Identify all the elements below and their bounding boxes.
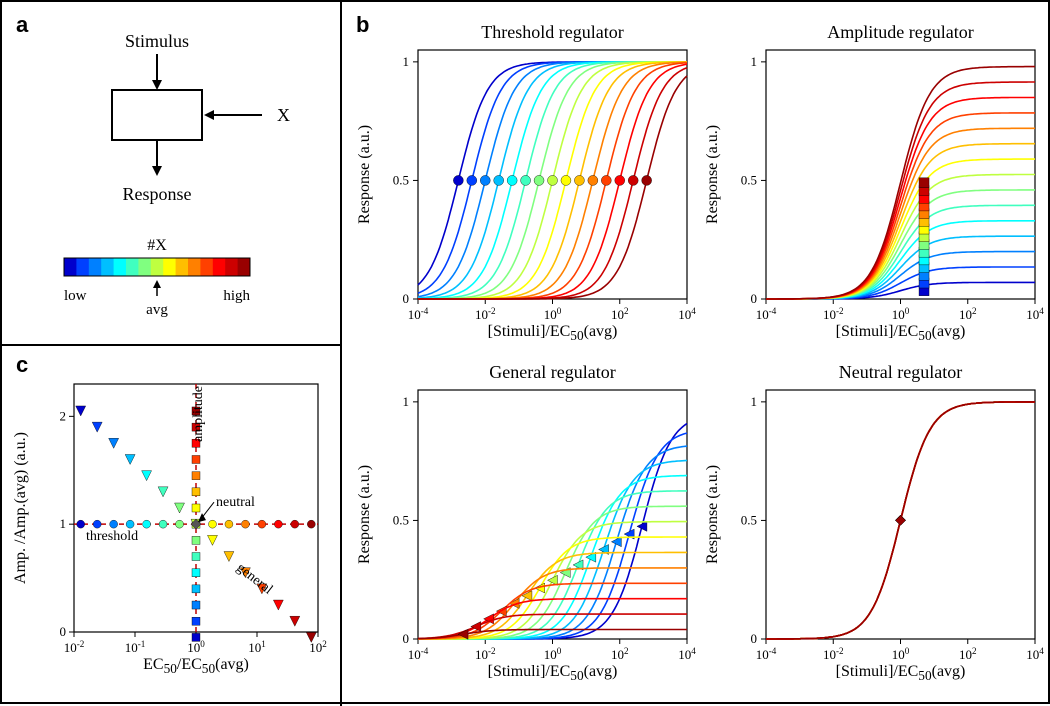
chart-amplitude: Amplitude regulator 10-4 10-2 100 102 104 0 0.5… bbox=[702, 20, 1047, 355]
svg-text:102: 102 bbox=[611, 646, 629, 662]
svg-text:1: 1 bbox=[60, 516, 67, 531]
svg-text:0: 0 bbox=[751, 631, 758, 646]
svg-text:0.5: 0.5 bbox=[393, 172, 409, 187]
svg-text:100: 100 bbox=[892, 306, 910, 322]
svg-text:neutral: neutral bbox=[216, 495, 255, 510]
svg-text:Amplitude regulator: Amplitude regulator bbox=[827, 22, 973, 42]
svg-text:threshold: threshold bbox=[86, 529, 138, 544]
svg-text:amplitude: amplitude bbox=[191, 386, 206, 442]
chart-neutral: Neutral regulator10-410-210010210400.51[… bbox=[702, 360, 1047, 695]
svg-text:high: high bbox=[223, 288, 250, 304]
svg-text:General regulator: General regulator bbox=[489, 362, 615, 382]
svg-text:0.5: 0.5 bbox=[393, 512, 409, 527]
svg-text:1: 1 bbox=[403, 54, 410, 69]
svg-text:Threshold regulator: Threshold regulator bbox=[481, 22, 623, 42]
svg-text:1: 1 bbox=[403, 394, 410, 409]
panel-c: c 10-210-1100101102012EC50/EC50(avg)Amp.… bbox=[2, 346, 340, 706]
panel-c-label: c bbox=[16, 352, 28, 378]
panel-c-chart: 10-210-1100101102012EC50/EC50(avg)Amp. /… bbox=[12, 376, 332, 696]
svg-text:100: 100 bbox=[544, 646, 562, 662]
svg-text:general: general bbox=[234, 561, 276, 598]
chart-neutral: Neutral regulator10-410-210010210400.51[… bbox=[702, 360, 1047, 695]
svg-text:0.5: 0.5 bbox=[741, 172, 757, 187]
svg-text:low: low bbox=[64, 288, 87, 304]
svg-text:100: 100 bbox=[892, 646, 910, 662]
svg-text:104: 104 bbox=[1026, 306, 1044, 322]
svg-text:10-2: 10-2 bbox=[823, 306, 844, 322]
svg-text:0.5: 0.5 bbox=[741, 512, 757, 527]
panel-a: a Stimulus X Response #X low high avg bbox=[2, 2, 340, 344]
svg-text:Neutral regulator: Neutral regulator bbox=[839, 362, 962, 382]
svg-text:104: 104 bbox=[678, 646, 696, 662]
svg-text:104: 104 bbox=[678, 306, 696, 322]
svg-text:1: 1 bbox=[751, 54, 758, 69]
svg-text:Response: Response bbox=[123, 184, 192, 204]
svg-text:10-4: 10-4 bbox=[408, 306, 429, 322]
chart-general: General regulator10-410-210010210400.51[… bbox=[354, 360, 699, 695]
chart-amplitude: Amplitude regulator 10-4 10-2 100 102 104 0 0.5… bbox=[702, 20, 1047, 355]
svg-text:Stimulus: Stimulus bbox=[125, 31, 189, 51]
svg-text:100: 100 bbox=[544, 306, 562, 322]
svg-text:10-2: 10-2 bbox=[823, 646, 844, 662]
chart-threshold: Threshold regulator 10-4 10-2 100 102 104 0 0.5… bbox=[354, 20, 699, 355]
svg-text:0: 0 bbox=[60, 624, 67, 639]
svg-text:0: 0 bbox=[751, 291, 758, 306]
svg-text:X: X bbox=[277, 105, 290, 125]
svg-text:1: 1 bbox=[751, 394, 758, 409]
svg-text:102: 102 bbox=[959, 646, 977, 662]
svg-text:10-4: 10-4 bbox=[756, 646, 777, 662]
svg-text:102: 102 bbox=[611, 306, 629, 322]
chart-threshold: Threshold regulator 10-4 10-2 100 102 104 0 0.5… bbox=[354, 20, 699, 355]
svg-text:104: 104 bbox=[1026, 646, 1044, 662]
svg-text:102: 102 bbox=[959, 306, 977, 322]
svg-text:2: 2 bbox=[60, 408, 67, 423]
panel-a-diagram: Stimulus X Response #X low high avg bbox=[2, 2, 340, 344]
panel-b-grid: Threshold regulator10-410-210010210400.5… bbox=[342, 12, 1050, 702]
svg-text:10-2: 10-2 bbox=[475, 646, 496, 662]
svg-text:10-2: 10-2 bbox=[64, 639, 85, 655]
svg-text:0: 0 bbox=[403, 291, 410, 306]
svg-text:10-4: 10-4 bbox=[756, 306, 777, 322]
figure-root: a Stimulus X Response #X low high avg bbox=[0, 0, 1050, 704]
svg-text:#X: #X bbox=[147, 237, 167, 254]
svg-text:101: 101 bbox=[248, 639, 266, 655]
svg-text:10-1: 10-1 bbox=[125, 639, 146, 655]
panel-b: b Threshold regulator10-410-210010210400… bbox=[342, 2, 1050, 706]
svg-text:10-2: 10-2 bbox=[475, 306, 496, 322]
svg-text:avg: avg bbox=[146, 302, 168, 318]
svg-text:10-4: 10-4 bbox=[408, 646, 429, 662]
svg-text:0: 0 bbox=[403, 631, 410, 646]
chart-general: General regulator10-410-210010210400.51[… bbox=[354, 360, 699, 695]
